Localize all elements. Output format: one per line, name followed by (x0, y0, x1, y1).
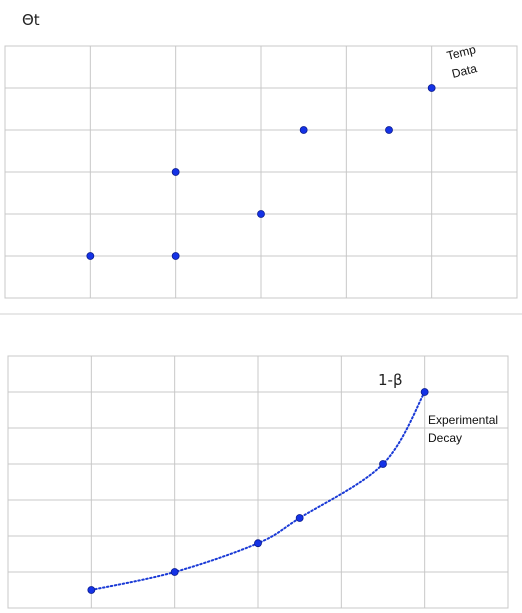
chart-1-title: Θt (22, 11, 40, 29)
data-point (254, 539, 262, 548)
data-point (87, 586, 96, 594)
chart-2-points (87, 388, 429, 594)
data-point (257, 210, 265, 218)
data-point (420, 388, 429, 396)
data-point (171, 252, 180, 260)
chart-2-grid (7, 355, 509, 609)
chart-1-annotation-line-2: Data (450, 61, 478, 81)
chart-2-annotation-line-2: Decay (428, 431, 462, 445)
chart-2-title: 1-β (378, 371, 403, 389)
data-point (170, 568, 179, 576)
chart-2-series-line (90, 391, 426, 591)
chart-1-grid (4, 45, 518, 299)
data-point (295, 514, 304, 522)
data-point (299, 126, 308, 134)
chart-2-annotation-line-1: Experimental (428, 413, 498, 427)
data-point (385, 126, 393, 134)
chart-experimental-decay: 1-β Experimental Decay (7, 355, 509, 609)
data-point (86, 252, 95, 260)
data-point (427, 84, 436, 92)
chart-1-annotation-line-1: Temp (445, 42, 477, 63)
chart-1-points (86, 84, 436, 260)
chart-temp-data: Θt Temp Data (4, 11, 518, 299)
data-point (379, 460, 387, 468)
data-point (171, 168, 180, 176)
